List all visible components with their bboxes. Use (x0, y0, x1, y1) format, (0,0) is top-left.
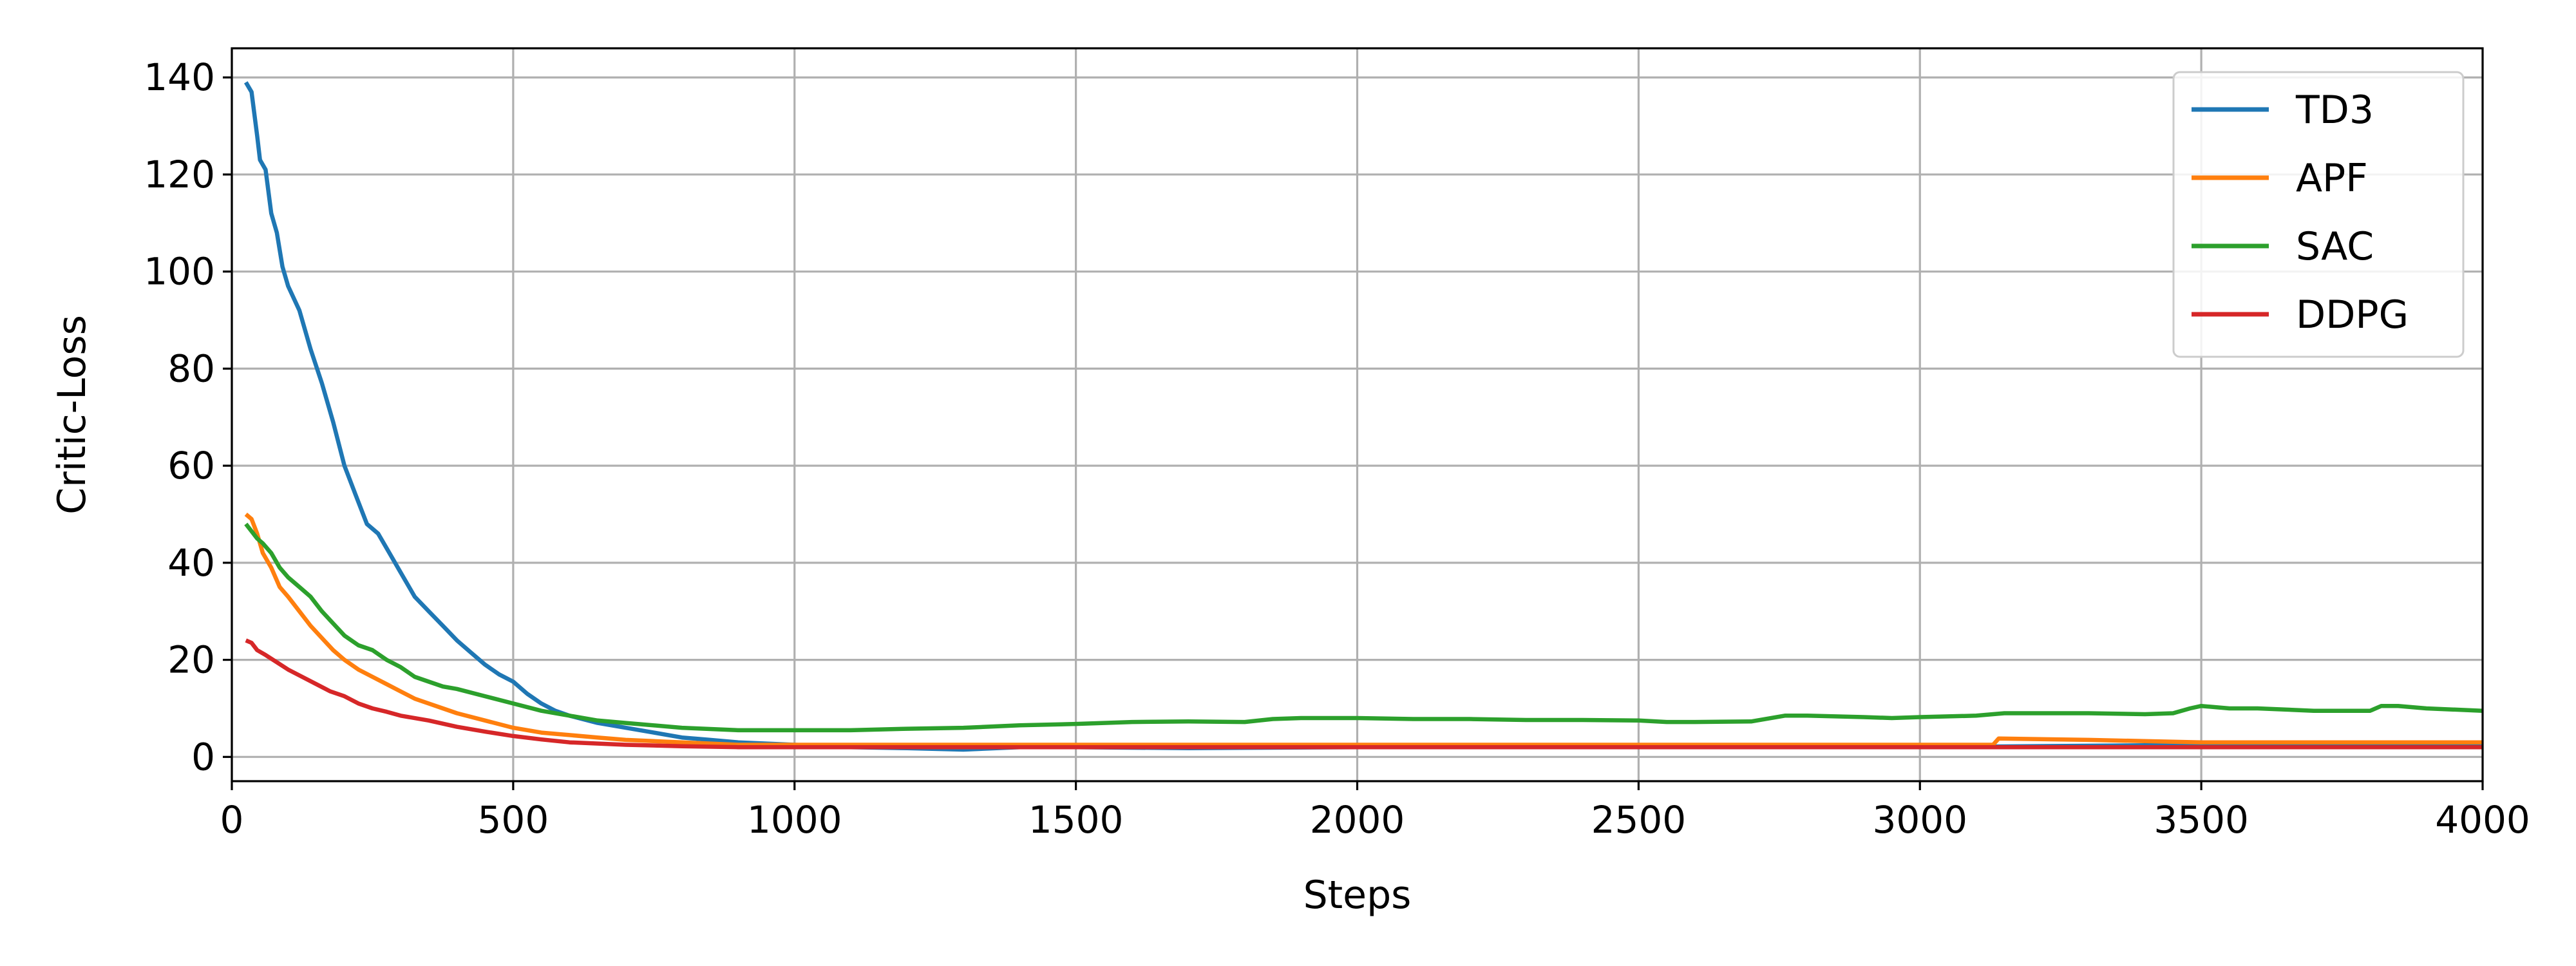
legend-label-sac: SAC (2296, 224, 2374, 269)
y-tick-label: 40 (167, 541, 215, 585)
y-tick-label: 120 (144, 153, 215, 196)
series-line-ddpg (245, 638, 2483, 750)
x-tick-label: 4000 (2435, 798, 2530, 842)
x-axis-title: Steps (1303, 873, 1412, 918)
x-tick-label: 2500 (1591, 798, 1687, 842)
x-tick-label: 3500 (2154, 798, 2249, 842)
series-line-sac (244, 522, 2483, 733)
legend-label-ddpg: DDPG (2296, 292, 2409, 337)
y-tick-label: 80 (167, 346, 215, 390)
y-axis: 0 20 40 60 80 100 120 140 (144, 55, 232, 779)
y-tick-label: 0 (191, 735, 215, 779)
x-tick-label: 3000 (1872, 798, 1967, 842)
legend: TD3 APF SAC DDPG (2172, 71, 2465, 358)
y-axis-title: Critic-Loss (50, 315, 95, 515)
y-tick-label: 20 (167, 638, 215, 682)
y-tick-label: 140 (144, 55, 215, 99)
series-line-td3 (243, 81, 2483, 752)
series-lines (243, 81, 2483, 752)
x-tick-label: 2000 (1310, 798, 1405, 842)
x-tick-label: 1500 (1028, 798, 1124, 842)
series-line-apf (244, 513, 2483, 747)
x-tick-label: 0 (220, 798, 244, 842)
legend-label-td3: TD3 (2295, 88, 2374, 133)
y-tick-label: 60 (167, 444, 215, 488)
legend-label-apf: APF (2296, 156, 2368, 201)
legend-box (2172, 71, 2465, 358)
x-tick-label: 500 (478, 798, 549, 842)
x-tick-label: 1000 (747, 798, 842, 842)
x-axis: 0 500 1000 1500 2000 2500 3000 3500 4000 (220, 781, 2530, 842)
y-tick-label: 100 (144, 250, 215, 294)
